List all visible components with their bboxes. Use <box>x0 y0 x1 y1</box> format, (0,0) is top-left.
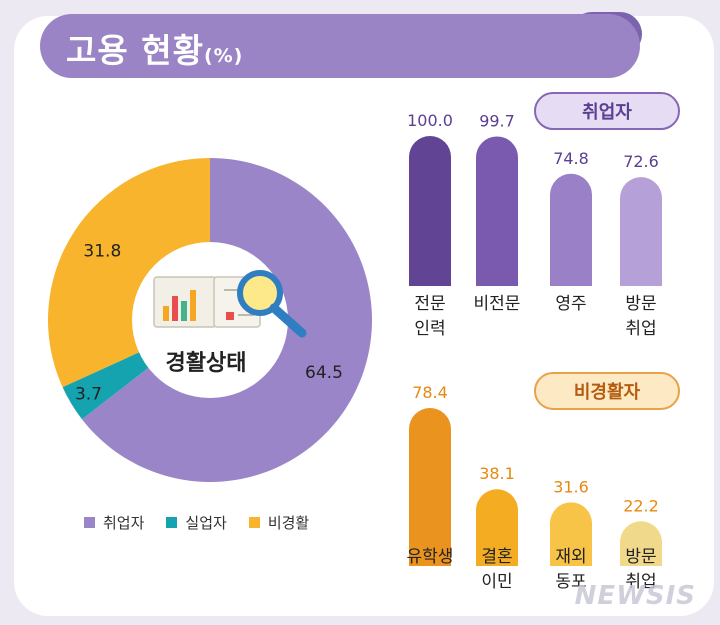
bar-category-label: 결혼 이민 <box>481 547 513 592</box>
legend-item-inactive: 비경활 <box>248 512 310 533</box>
magnifier-icon <box>237 270 307 338</box>
bar-value-label: 22.2 <box>623 496 659 515</box>
employed-bar <box>620 177 662 286</box>
donut-value-label: 31.8 <box>83 242 121 262</box>
donut-value-label: 3.7 <box>75 384 102 404</box>
bar-category-label: 방문 취업 <box>625 547 657 592</box>
legend-swatch <box>166 517 178 528</box>
bar-category-label: 전문 인력 <box>414 294 446 339</box>
inactive-bar <box>620 521 662 566</box>
bar-value-label: 99.7 <box>479 111 515 130</box>
legend-item-employed: 취업자 <box>84 512 144 533</box>
title-text: 고용 현황 <box>66 31 204 70</box>
title-unit: (%) <box>203 45 244 67</box>
bar-category-label: 방문 취업 <box>625 294 657 339</box>
newsis-watermark: NEWSIS <box>574 581 696 611</box>
legend-label: 비경활 <box>267 514 310 532</box>
title-banner <box>40 14 640 78</box>
legend-item-unemployed: 실업자 <box>166 512 227 533</box>
inactive-bar <box>476 489 518 566</box>
employed-bar <box>476 136 518 286</box>
employed-bar <box>409 136 451 286</box>
legend-swatch <box>84 517 95 528</box>
donut-center-label: 경활상태 <box>166 351 247 376</box>
bar-category-label: 영주 <box>555 294 587 314</box>
bar-category-label: 유학생 <box>406 547 454 567</box>
inactive-bar <box>409 408 451 566</box>
inactive-bar <box>550 502 592 566</box>
employed-bar <box>550 173 592 286</box>
bar-value-label: 31.6 <box>553 477 589 496</box>
inactive-section-badge: 비경활자 <box>534 372 680 410</box>
donut-legend: 취업자 실업자 비경활 <box>84 512 309 533</box>
legend-label: 실업자 <box>185 514 227 532</box>
bar-value-label: 74.8 <box>553 149 589 168</box>
bar-value-label: 100.0 <box>407 111 453 130</box>
bar-category-label: 재외 동포 <box>555 547 587 592</box>
bar-value-label: 38.1 <box>479 464 515 483</box>
bar-value-label: 72.6 <box>623 152 659 171</box>
employed-section-badge: 취업자 <box>534 92 680 130</box>
legend-swatch <box>248 517 260 528</box>
donut-value-label: 64.5 <box>305 363 343 383</box>
bar-value-label: 78.4 <box>412 383 448 402</box>
legend-label: 취업자 <box>103 514 145 532</box>
bar-category-label: 비전문 <box>473 294 521 314</box>
page-title: 고용 현황(%) <box>66 24 243 72</box>
